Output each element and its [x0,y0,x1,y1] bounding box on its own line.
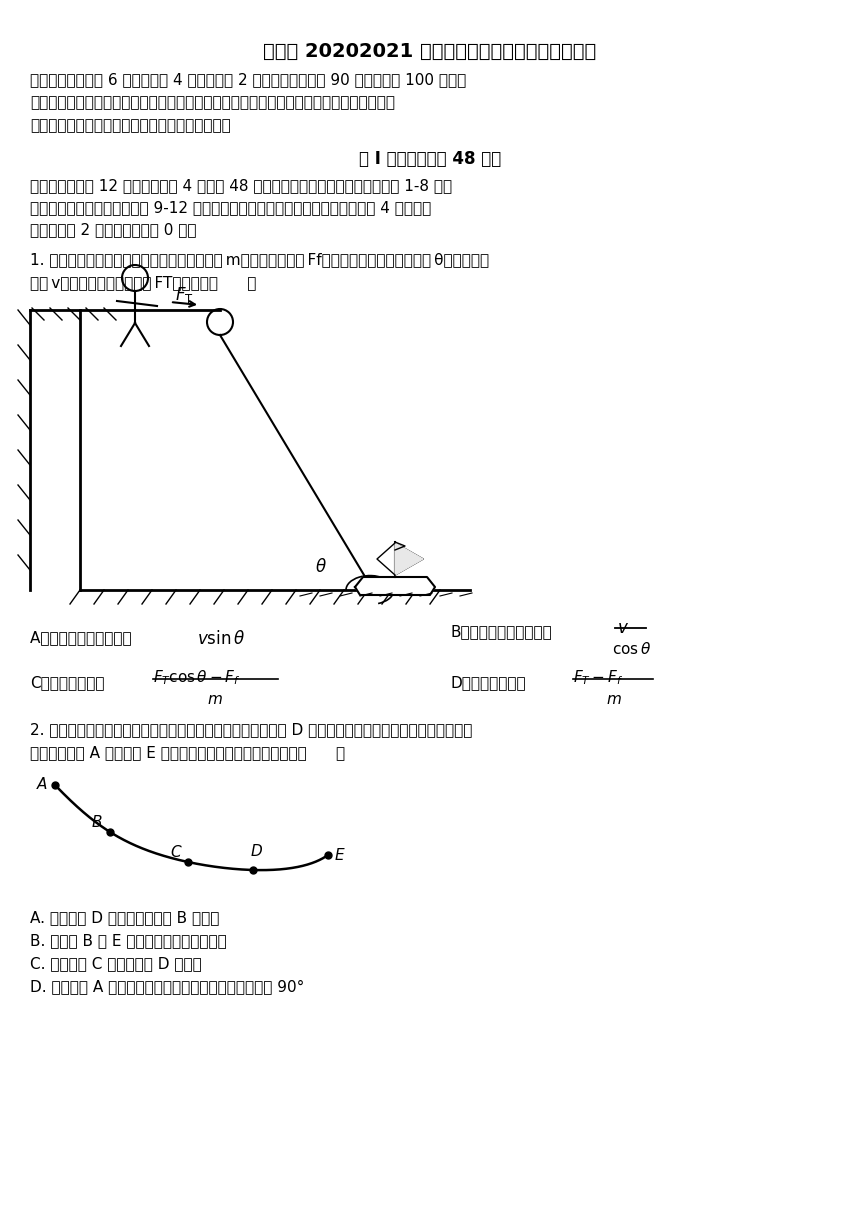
Text: C: C [170,845,181,860]
Text: $F_T\cos\theta-F_f$: $F_T\cos\theta-F_f$ [153,668,241,687]
Text: 2. 如图为质点做匀变速曲线运动轨迹的示意图，且质点运动到 D 点时的速度方向与加速度方向恰好互相垂: 2. 如图为质点做匀变速曲线运动轨迹的示意图，且质点运动到 D 点时的速度方向与… [30,722,472,737]
Text: 水笔（芯）书写。考试结束后，只将答题卷交回。: 水笔（芯）书写。考试结束后，只将答题卷交回。 [30,118,230,133]
Text: 度为 v，此时人的拉力大小为 FT，则此时（      ）: 度为 v，此时人的拉力大小为 FT，则此时（ ） [30,275,256,289]
Text: 只有一个选项符合题目要求第 9-12 小题有多个选项符合题目要求，全部选对的得 4 分，选对: 只有一个选项符合题目要求第 9-12 小题有多个选项符合题目要求，全部选对的得 … [30,199,431,215]
Polygon shape [355,578,435,595]
Text: 一、选择题（共 12 小题，每小题 4 分，共 48 分，在每小题给出的四个选项中，第 1-8 小题: 一、选择题（共 12 小题，每小题 4 分，共 48 分，在每小题给出的四个选项… [30,178,452,193]
Text: 凉山州 20202021 学年度下期期末检测高一物理试题: 凉山州 20202021 学年度下期期末检测高一物理试题 [263,43,597,61]
Text: A．人拉绳行走的速度为: A．人拉绳行走的速度为 [30,630,137,644]
Text: B．人拉绳行走的速度为: B．人拉绳行走的速度为 [450,624,552,638]
Text: 注意事项：全卷共 6 页（试题卷 4 页，答题卷 2 页），考试时间为 90 分钟，满分 100 分；请: 注意事项：全卷共 6 页（试题卷 4 页，答题卷 2 页），考试时间为 90 分… [30,72,466,88]
Text: 直，则质点从 A 点运动到 E 点的过程中，下列说法中正确的是（      ）: 直，则质点从 A 点运动到 E 点的过程中，下列说法中正确的是（ ） [30,745,345,760]
Text: $m$: $m$ [207,692,223,706]
Polygon shape [395,544,423,575]
Text: D: D [251,844,263,858]
Text: $m$: $m$ [606,692,622,706]
Text: 1. 如图所示，人在岸上拉船，已知船的质量为 m，水的阻力恒为 Ff，当轻绳与水平面的夹角为 θ时，船的速: 1. 如图所示，人在岸上拉船，已知船的质量为 m，水的阻力恒为 Ff，当轻绳与水… [30,252,489,268]
Text: A. 质点经过 D 点时的加速度比 B 点的大: A. 质点经过 D 点时的加速度比 B 点的大 [30,910,219,925]
Text: D. 质点经过 A 点时的加速度方向与速度方向的夹角小于 90°: D. 质点经过 A 点时的加速度方向与速度方向的夹角小于 90° [30,979,304,993]
Text: $F_\mathrm{T}$: $F_\mathrm{T}$ [175,285,194,305]
Text: $v\sin\theta$: $v\sin\theta$ [197,630,245,648]
Text: 但不全的得 2 分，有选错的得 0 分）: 但不全的得 2 分，有选错的得 0 分） [30,223,196,237]
Text: C. 质点经过 C 点的速率比 D 点的大: C. 质点经过 C 点的速率比 D 点的大 [30,956,202,972]
Text: A: A [37,777,47,792]
Text: $\theta$: $\theta$ [315,558,327,576]
Text: $F_T-F_f$: $F_T-F_f$ [573,668,624,687]
Text: $v$: $v$ [617,619,629,637]
Text: $\cos\theta$: $\cos\theta$ [612,641,651,657]
Text: C．船的加速度为: C．船的加速度为 [30,675,105,689]
Text: B: B [92,815,102,831]
Text: B. 质点从 B 到 E 的过程中速度一直在减小: B. 质点从 B 到 E 的过程中速度一直在减小 [30,933,227,948]
Text: 第 I 卷选择题（共 48 分）: 第 I 卷选择题（共 48 分） [359,150,501,168]
Text: E: E [335,848,345,863]
Text: D．船的加速度为: D．船的加速度为 [450,675,525,689]
Text: 将自己的学校、姓名、考号写在答题卷密封线内，答题只能答在答题卷上，答题时用蓝黑墨: 将自己的学校、姓名、考号写在答题卷密封线内，答题只能答在答题卷上，答题时用蓝黑墨 [30,95,395,109]
